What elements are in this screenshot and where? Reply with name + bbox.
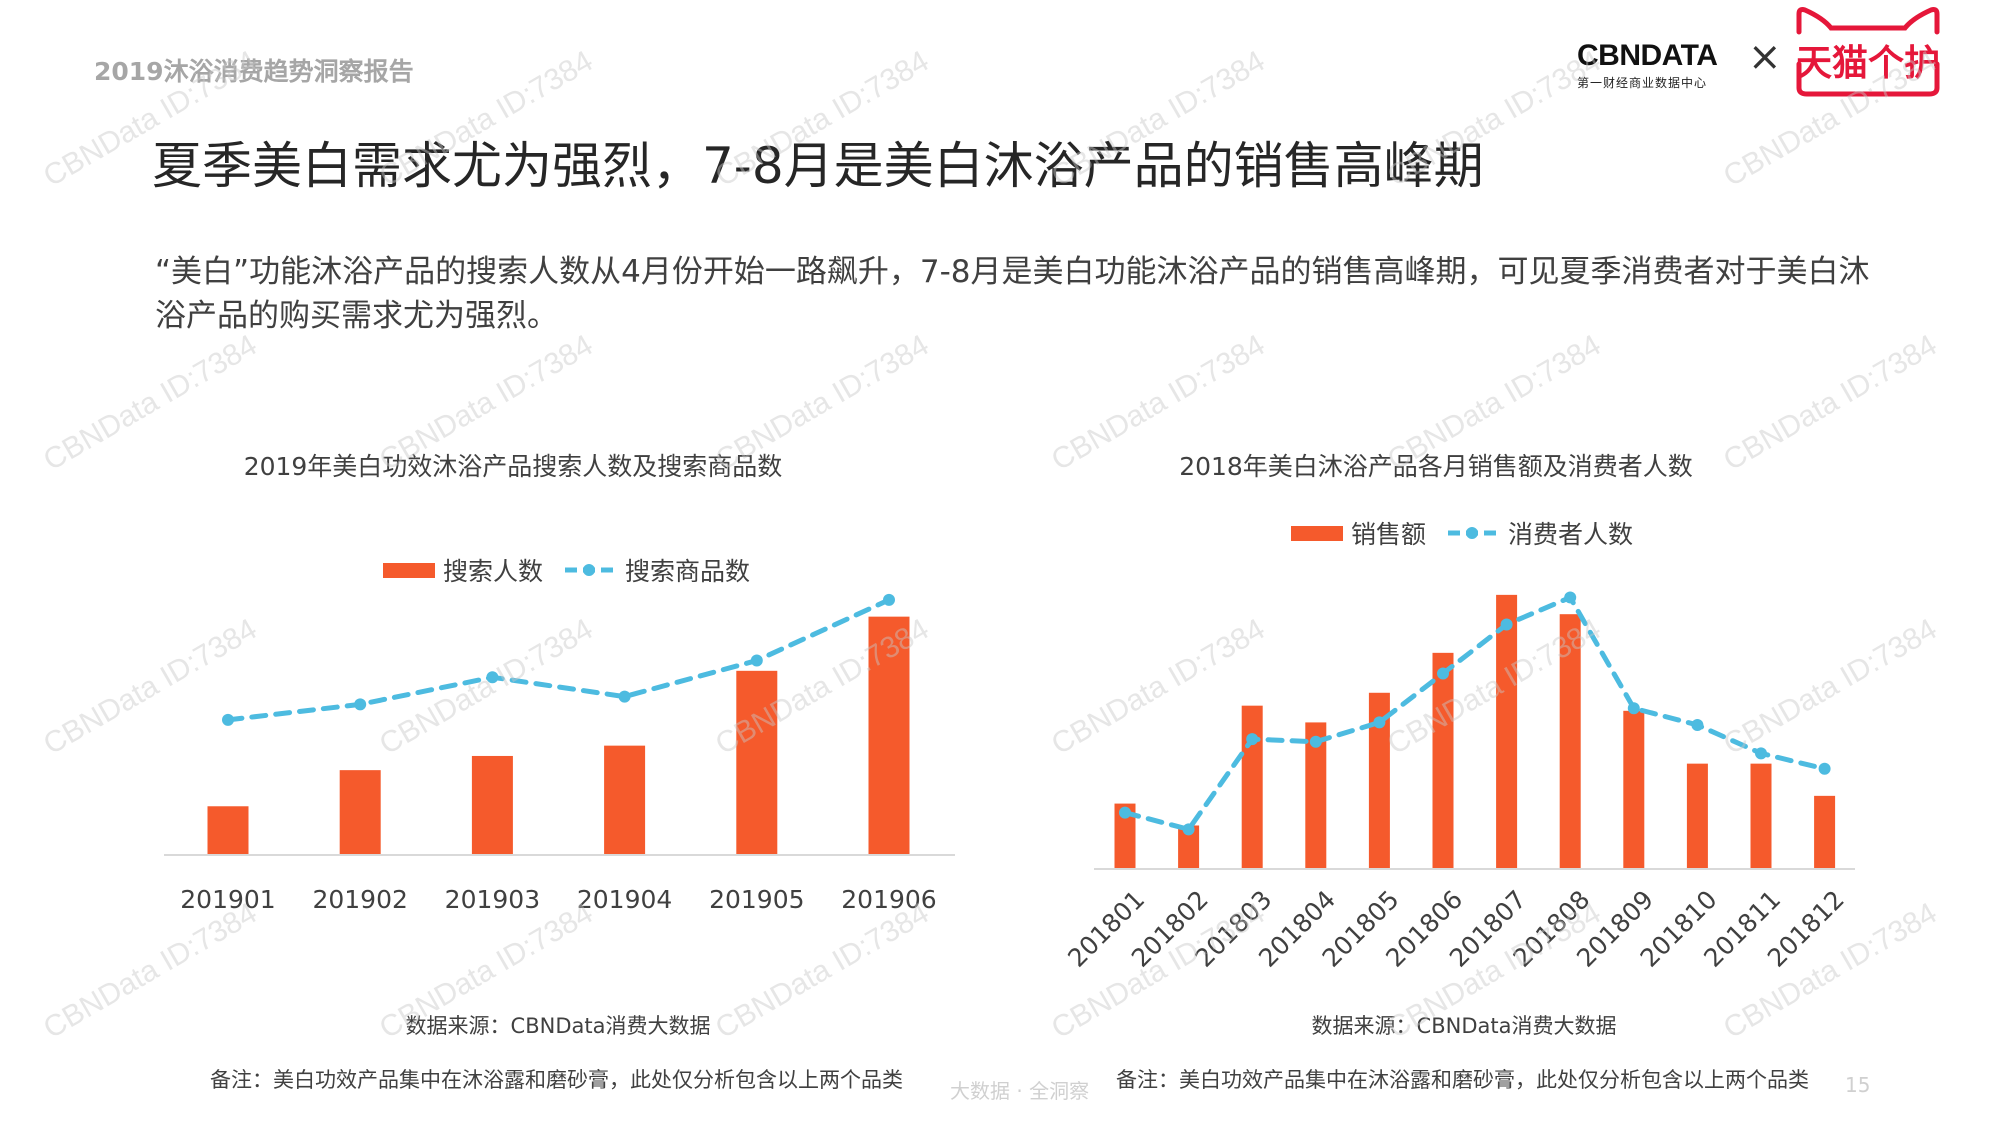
line-point-201901 bbox=[222, 713, 234, 726]
bar-201905 bbox=[736, 670, 778, 854]
x-tick-label: 201901 bbox=[180, 885, 275, 914]
right-chart-legend: 销售额 消费者人数 bbox=[1291, 515, 1633, 551]
line-point-201905 bbox=[750, 654, 763, 667]
line-point-201803 bbox=[1246, 733, 1259, 746]
bar-201906 bbox=[868, 616, 910, 854]
line-point-201801 bbox=[1119, 806, 1131, 819]
line-point-201810 bbox=[1691, 718, 1704, 731]
bar-201812 bbox=[1814, 795, 1836, 868]
line-point-201806 bbox=[1437, 667, 1449, 680]
page-number: 15 bbox=[1845, 1073, 1871, 1097]
right-chart-note: 备注：美白功效产品集中在沐浴露和磨砂膏，此处仅分析包含以上两个品类 bbox=[1116, 1068, 1809, 1092]
tmall-logo-text: 天猫个护 bbox=[1795, 43, 1940, 84]
legend-line-swatch bbox=[1448, 527, 1497, 539]
legend-label-bar: 销售额 bbox=[1351, 520, 1427, 549]
line-point-201812 bbox=[1818, 762, 1831, 775]
legend-bar-swatch bbox=[383, 562, 435, 578]
tmall-cat-outline-icon bbox=[1796, 7, 1940, 97]
bar-201801 bbox=[1114, 803, 1136, 868]
right-chart-title: 2018年美白沐浴产品各月销售额及消费者人数 bbox=[1179, 452, 1693, 481]
legend-label-bar: 搜索人数 bbox=[443, 557, 544, 586]
footer-slogan: 大数据 · 全洞察 bbox=[950, 1079, 1090, 1103]
x-tick-label: 201902 bbox=[312, 885, 407, 914]
bar-201901 bbox=[207, 806, 249, 854]
bar-201902 bbox=[339, 770, 381, 854]
line-point-201903 bbox=[486, 671, 499, 684]
bar-201807 bbox=[1496, 594, 1518, 868]
bar-201809 bbox=[1623, 710, 1645, 868]
left-chart-note: 备注：美白功效产品集中在沐浴露和磨砂膏，此处仅分析包含以上两个品类 bbox=[210, 1068, 903, 1092]
legend-bar-swatch bbox=[1291, 525, 1343, 541]
x-tick-label: 201904 bbox=[577, 885, 672, 914]
bar-201903 bbox=[471, 755, 513, 854]
tmall-logo: 天猫个护 bbox=[1793, 4, 1943, 98]
cbndata-logo-subtitle: 第一财经商业数据中心 bbox=[1577, 76, 1708, 90]
report-header: 2019沐浴消费趋势洞察报告 bbox=[94, 57, 414, 86]
bar-201805 bbox=[1368, 692, 1390, 868]
line-series bbox=[225, 597, 892, 723]
bar-201811 bbox=[1750, 763, 1772, 868]
line-point-201902 bbox=[354, 698, 367, 711]
line-point-201808 bbox=[1564, 591, 1577, 604]
line-point-201804 bbox=[1309, 735, 1322, 748]
line-point-201805 bbox=[1373, 716, 1386, 729]
summary-text: “美白”功能沐浴产品的搜索人数从4月份开始一路飙升，7-8月是美白功能沐浴产品的… bbox=[155, 254, 1870, 334]
legend-label-line: 搜索商品数 bbox=[625, 557, 751, 586]
line-point-201904 bbox=[618, 690, 631, 703]
line-point-201807 bbox=[1500, 618, 1513, 631]
cbndata-logo-text: CBNDATA bbox=[1577, 39, 1718, 72]
right-chart-source: 数据来源：CBNData消费大数据 bbox=[1311, 1014, 1617, 1038]
line-point-201906 bbox=[883, 593, 895, 606]
legend-label-line: 消费者人数 bbox=[1508, 520, 1634, 549]
bar-201803 bbox=[1241, 705, 1263, 868]
page-title: 夏季美白需求尤为强烈，7-8月是美白沐浴产品的销售高峰期 bbox=[152, 137, 1484, 195]
logo-separator: × bbox=[1748, 34, 1782, 80]
bar-201904 bbox=[604, 745, 646, 854]
x-tick-label: 201906 bbox=[841, 885, 936, 914]
line-point-201811 bbox=[1755, 747, 1767, 760]
line-series bbox=[1122, 594, 1828, 833]
legend-line-swatch bbox=[565, 564, 614, 576]
cbndata-logo: CBNDATA 第一财经商业数据中心 bbox=[1577, 38, 1727, 91]
x-tick-label: 201903 bbox=[445, 885, 540, 914]
left-chart-legend: 搜索人数 搜索商品数 bbox=[383, 552, 750, 588]
left-chart-source: 数据来源：CBNData消费大数据 bbox=[405, 1014, 711, 1038]
bar-201802 bbox=[1178, 825, 1200, 868]
bar-201808 bbox=[1559, 614, 1581, 868]
line-point-201802 bbox=[1182, 823, 1195, 836]
bar-201810 bbox=[1686, 763, 1708, 868]
bar-201806 bbox=[1432, 652, 1454, 868]
left-chart-title: 2019年美白功效沐浴产品搜索人数及搜索商品数 bbox=[243, 452, 783, 481]
x-tick-label: 201905 bbox=[709, 885, 804, 914]
bar-201804 bbox=[1305, 722, 1327, 868]
line-point-201809 bbox=[1627, 702, 1640, 715]
